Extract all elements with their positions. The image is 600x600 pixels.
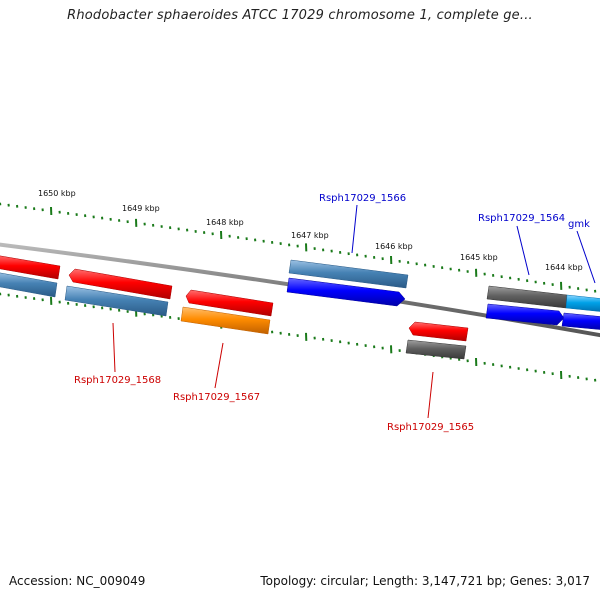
scale-label-1649: 1649 kbp [122,204,160,213]
gene-rsph17029-1566[interactable] [288,259,409,289]
gene-rsph17029-1564[interactable] [486,285,568,309]
gene-rsph17029-1567[interactable] [180,306,271,335]
scale-label-1650: 1650 kbp [38,189,76,198]
gene-arrow-blue[interactable] [286,277,406,307]
map-title: Rhodobacter sphaeroides ATCC 17029 chrom… [67,8,533,23]
scale-label-1646: 1646 kbp [375,242,413,251]
scale-label-1647: 1647 kbp [291,231,329,240]
scale-label-1648: 1648 kbp [206,218,244,227]
leader-line-1568 [112,322,116,373]
gene-arrow-red[interactable] [68,268,173,300]
scale-label-1644: 1644 kbp [545,263,583,272]
gene-label-1565[interactable]: Rsph17029_1565 [387,422,474,433]
gene-label-1564[interactable]: Rsph17029_1564 [478,213,565,224]
gene-rsph17029-1565[interactable] [405,339,467,360]
leader-line-1565 [427,371,434,419]
accession-text: Accession: NC_009049 [9,574,146,588]
leader-line-1567 [214,342,224,389]
leader-line-gmk [576,230,596,284]
topology-text: Topology: circular; Length: 3,147,721 bp… [260,574,590,588]
gene-red-small[interactable] [408,321,469,342]
leader-line-1564 [516,225,530,276]
gene-label-1568[interactable]: Rsph17029_1568 [74,375,161,386]
gene-label-1567[interactable]: Rsph17029_1567 [173,392,260,403]
gene-label-1566[interactable]: Rsph17029_1566 [319,193,406,204]
gene-arrow-red-left-edge[interactable] [0,255,61,280]
leader-line-1566 [351,204,358,254]
gene-rsph17029-1568[interactable] [64,285,169,317]
gene-arrow-blue-2[interactable] [485,303,565,326]
scale-ticks-outer [0,202,597,293]
gene-label-gmk[interactable]: gmk [568,219,590,230]
gene-gmk[interactable] [565,294,600,312]
scale-label-1645: 1645 kbp [460,253,498,262]
gene-arrow-red-2[interactable] [185,289,274,317]
gene-steelblue-left-edge[interactable] [0,272,58,298]
gene-blue-right-edge[interactable] [561,312,600,330]
